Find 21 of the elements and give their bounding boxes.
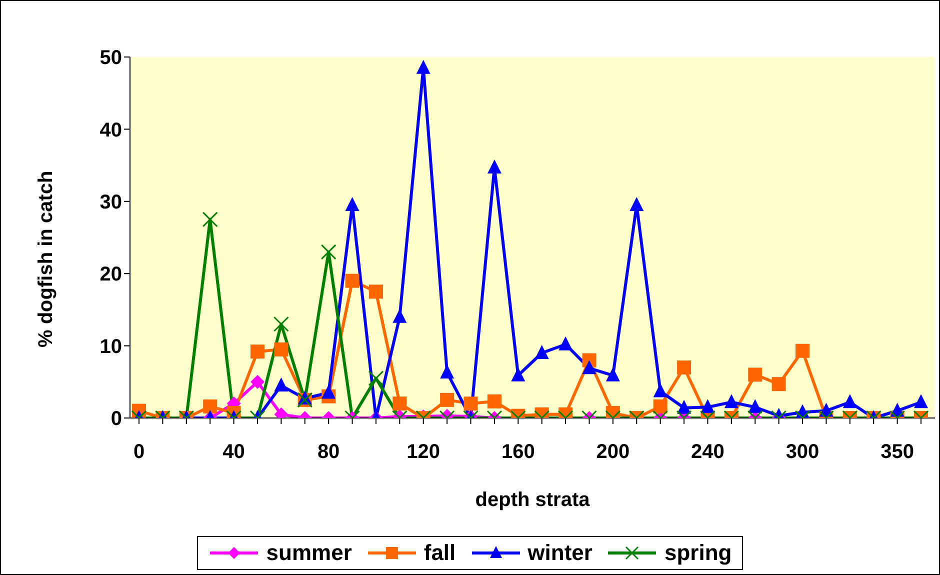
x-tick-label: 120 — [406, 441, 440, 464]
legend-label: spring — [664, 540, 732, 566]
y-tick-label: 20 — [100, 264, 122, 286]
x-tick-label: 80 — [317, 441, 340, 464]
legend-label: summer — [266, 540, 352, 566]
y-tick-label: 40 — [100, 119, 122, 142]
x-tick-label: 240 — [691, 441, 724, 464]
legend-label: fall — [424, 540, 456, 566]
x-tick-label: 160 — [501, 441, 535, 464]
legend-label: winter — [528, 540, 592, 566]
y-axis-title: % dogfish in catch — [35, 170, 58, 348]
y-tick-label: 30 — [100, 192, 122, 214]
y-tick-label: 10 — [100, 336, 122, 358]
x-tick-label: 300 — [786, 441, 820, 464]
x-tick-label: 40 — [222, 441, 245, 464]
y-tick-label: 0 — [110, 408, 122, 430]
x-tick-label: 350 — [880, 441, 914, 464]
x-tick-label: 200 — [596, 441, 630, 464]
x-axis-title: depth strata — [475, 489, 591, 512]
x-tick-label: 0 — [133, 441, 145, 464]
y-tick-label: 50 — [100, 47, 122, 70]
